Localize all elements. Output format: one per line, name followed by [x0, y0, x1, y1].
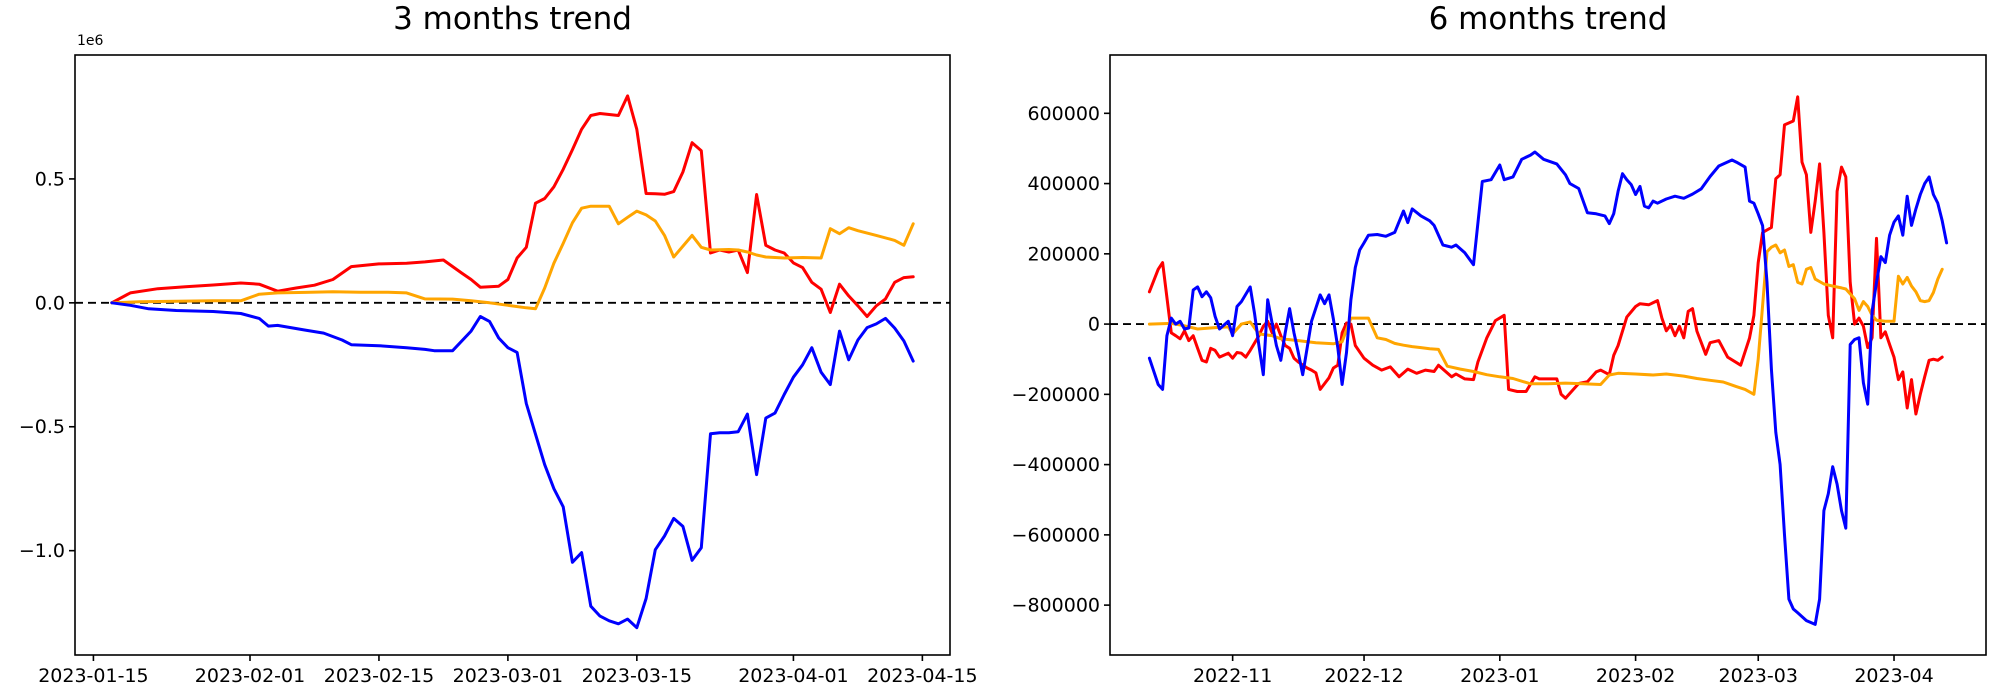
x-tick-label: 2023-01 — [1460, 665, 1539, 687]
x-tick-label: 2023-04-01 — [738, 665, 848, 687]
orange-line — [110, 204, 915, 311]
x-tick-label: 2023-03-01 — [453, 665, 563, 687]
x-tick-label: 2023-02 — [1596, 665, 1675, 687]
y-tick-label: 0.0 — [35, 292, 65, 314]
y-tick-label: 0 — [1088, 314, 1100, 336]
blue-line — [110, 301, 915, 630]
chart-title-6-months: 6 months trend — [1428, 1, 1668, 37]
x-tick-label: 2022-11 — [1193, 665, 1272, 687]
y-tick-label: 600000 — [1027, 103, 1100, 125]
red-line — [110, 94, 915, 318]
y-tick-label: −1.0 — [19, 540, 65, 562]
axes-spines — [74, 54, 951, 656]
x-tick-label: 2023-04-15 — [867, 665, 977, 687]
chart-title-3-months: 3 months trend — [393, 1, 632, 37]
y-tick-label: −400000 — [1012, 454, 1100, 476]
orange-line — [1147, 243, 1944, 396]
y-tick-label: −0.5 — [19, 416, 65, 438]
axes-spines — [1109, 54, 1987, 656]
x-tick-label: 2023-03 — [1719, 665, 1798, 687]
x-tick-label: 2023-02-15 — [324, 665, 434, 687]
y-tick-label: −600000 — [1012, 524, 1100, 546]
y-tick-label: 0.5 — [35, 168, 65, 190]
y-tick-label: 400000 — [1027, 173, 1100, 195]
y-tick-label: 200000 — [1027, 243, 1100, 265]
y-tick-label: −800000 — [1012, 595, 1100, 617]
x-tick-label: 2022-12 — [1324, 665, 1403, 687]
x-tick-label: 2023-01-15 — [38, 665, 148, 687]
y-axis-offset-label: 1e6 — [77, 33, 104, 49]
x-tick-label: 2023-02-01 — [195, 665, 305, 687]
y-tick-label: −200000 — [1012, 384, 1100, 406]
x-tick-label: 2023-03-15 — [582, 665, 692, 687]
blue-line — [1147, 150, 1949, 626]
x-tick-label: 2023-04 — [1854, 665, 1933, 687]
red-line — [1147, 95, 1944, 416]
